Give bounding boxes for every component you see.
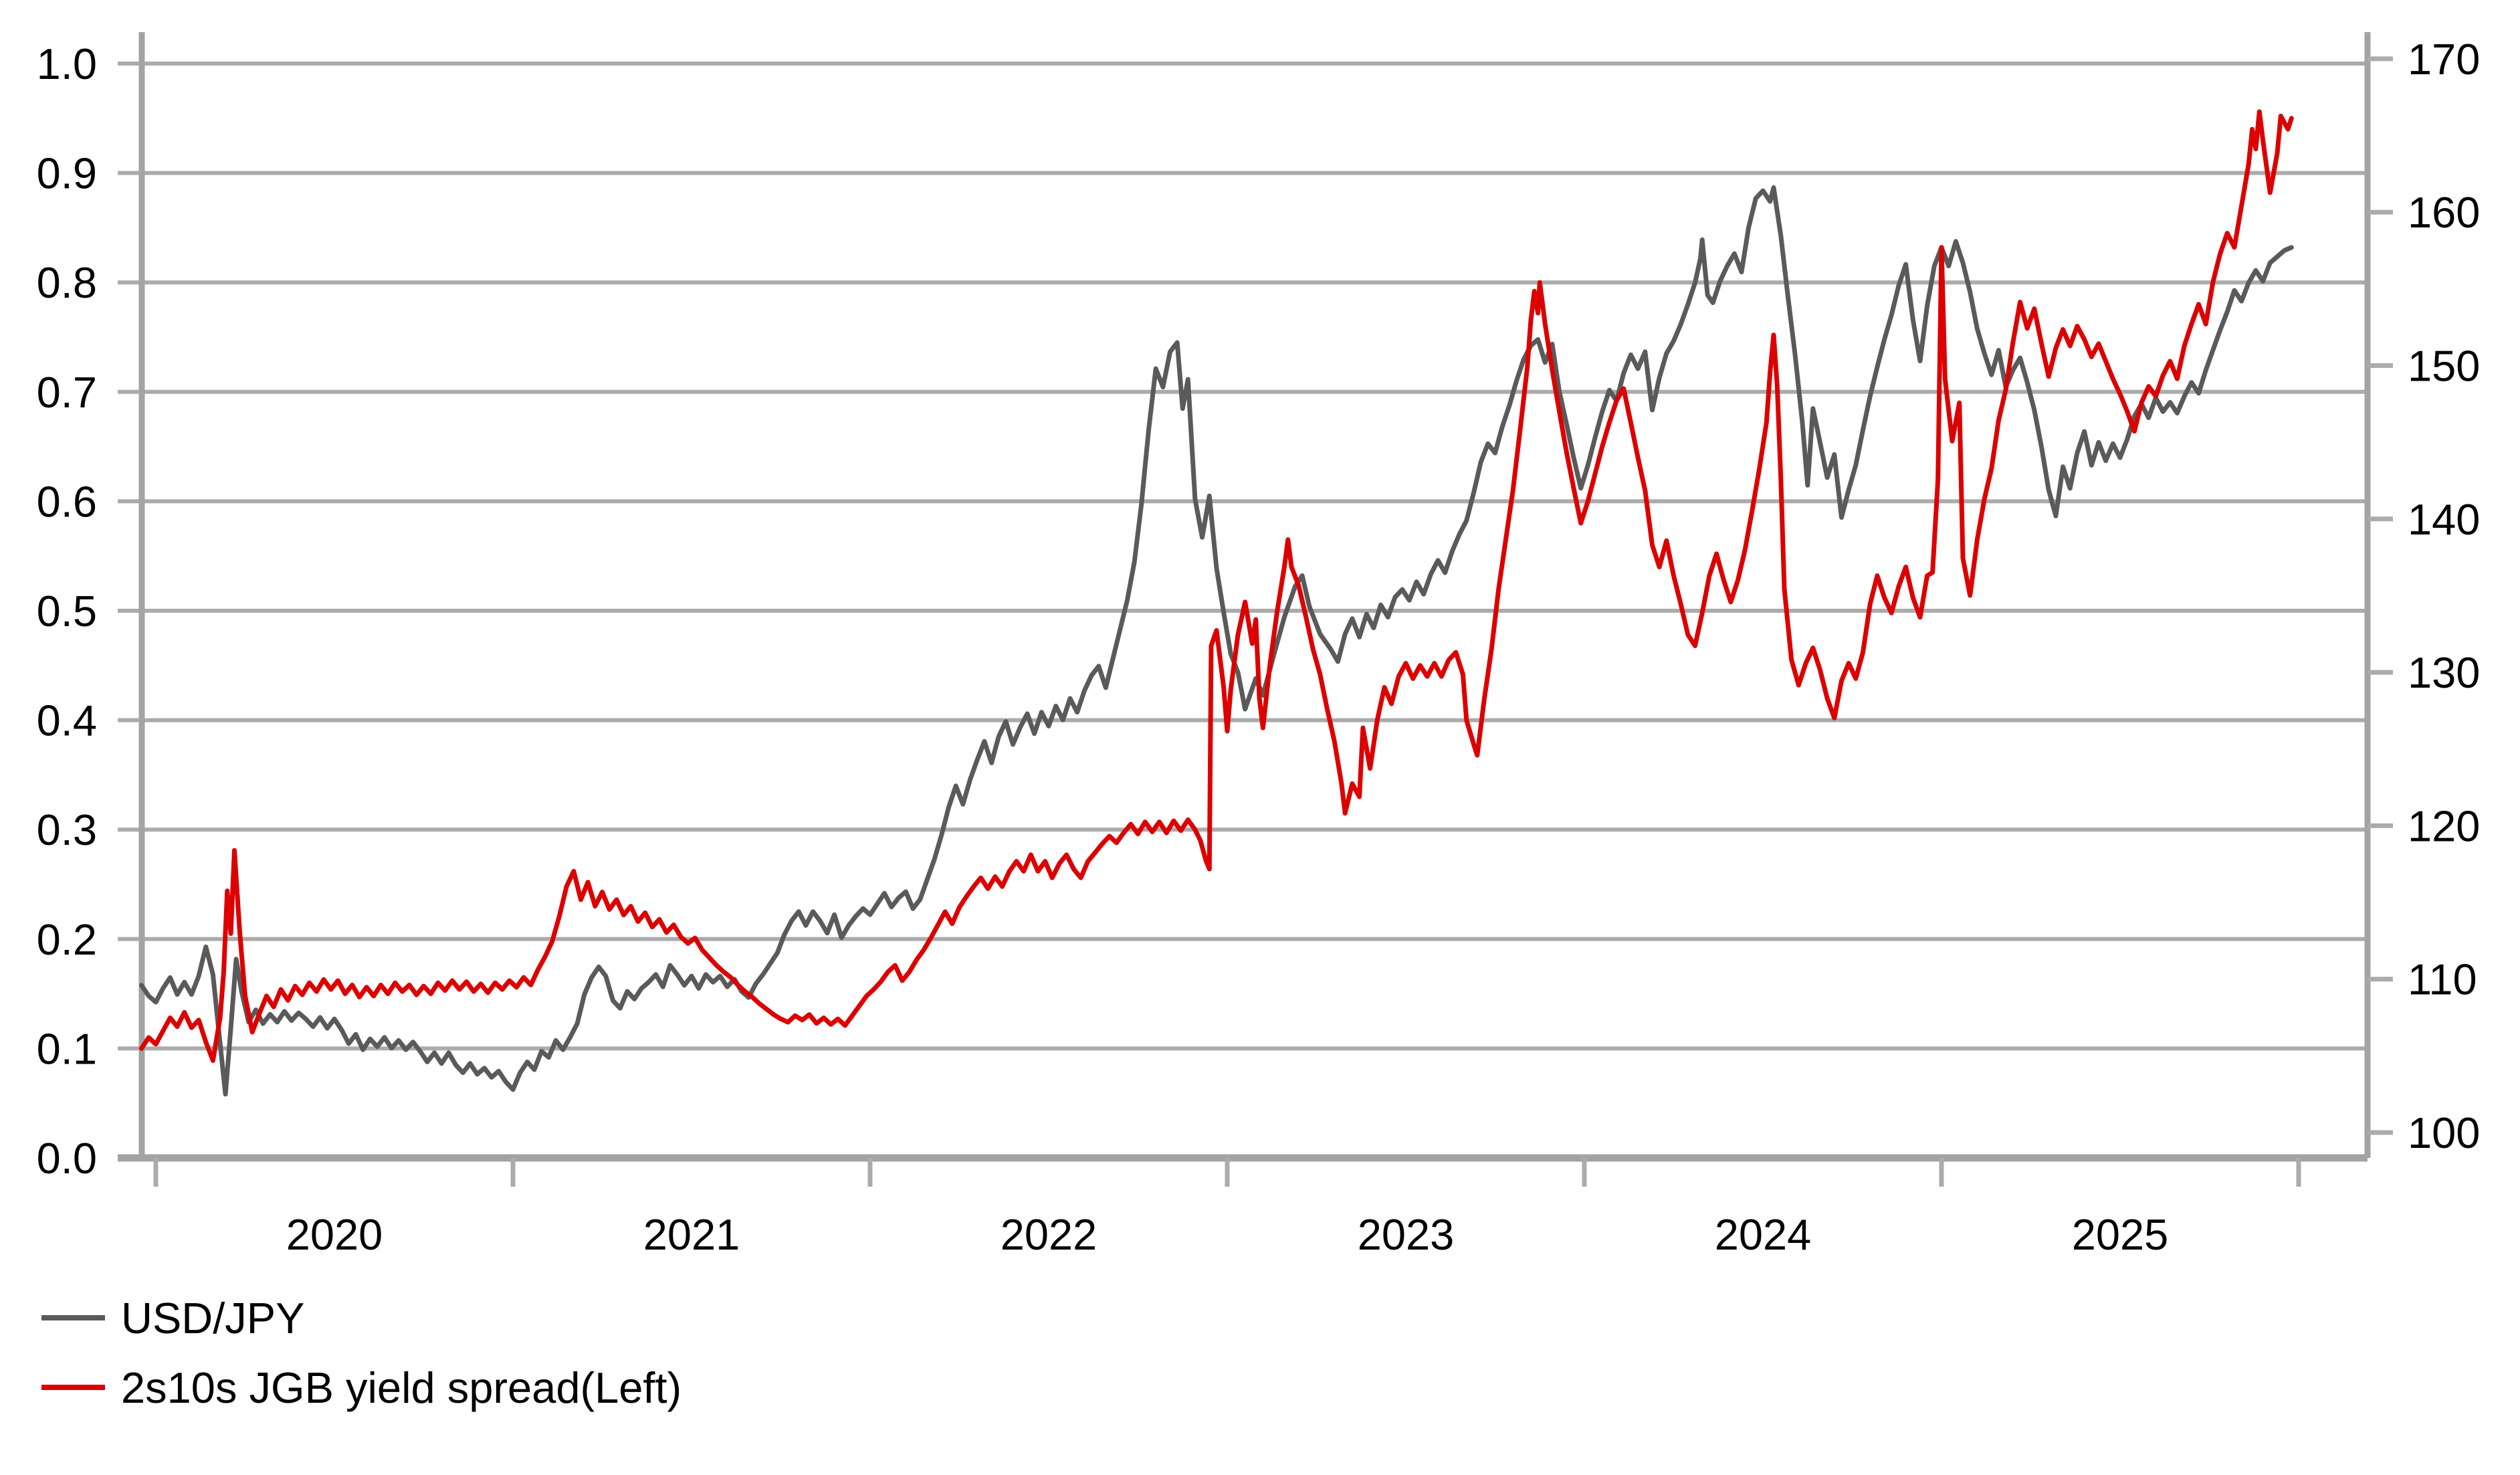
- y-left-tick-label: 0.1: [37, 1024, 97, 1073]
- legend-label-usdjpy: USD/JPY: [121, 1293, 305, 1343]
- y-left-tick-label: 0.9: [37, 149, 97, 198]
- y-left-tick-label: 0.6: [37, 477, 97, 526]
- y-left-tick-label: 0.2: [37, 915, 97, 964]
- y-left-tick-label: 0.8: [37, 258, 97, 307]
- x-tick-label: 2023: [1358, 1210, 1455, 1259]
- y-left-tick-label: 0.0: [37, 1134, 97, 1183]
- y-left-tick-label: 0.4: [37, 696, 97, 745]
- usdjpy-line-swatch-icon: [41, 1315, 105, 1320]
- y-left-tick-label: 1.0: [37, 39, 97, 88]
- x-tick-label: 2021: [643, 1210, 740, 1259]
- y-right-tick-label: 120: [2408, 801, 2480, 850]
- legend-item-usdjpy: USD/JPY: [41, 1283, 681, 1353]
- spread-line: [139, 109, 2294, 1063]
- gridlines: [118, 62, 2368, 1051]
- x-tick-label: 2025: [2072, 1210, 2169, 1259]
- data-series: [139, 109, 2294, 1097]
- usdjpy-line: [139, 185, 2294, 1097]
- legend-item-spread: 2s10s JGB yield spread(Left): [41, 1353, 681, 1422]
- y-right-tick-label: 100: [2408, 1108, 2480, 1157]
- x-tick-label: 2020: [286, 1210, 383, 1259]
- legend-label-spread: 2s10s JGB yield spread(Left): [121, 1363, 682, 1412]
- y-left-tick-label: 0.5: [37, 587, 97, 635]
- y-left-tick-label: 0.3: [37, 805, 97, 854]
- y-right-tick-label: 160: [2408, 188, 2480, 237]
- y-left-tick-label: 0.7: [37, 368, 97, 417]
- y-right-tick-label: 170: [2408, 35, 2480, 84]
- tick-marks: [153, 56, 2393, 1187]
- legend: USD/JPY 2s10s JGB yield spread(Left): [41, 1283, 681, 1422]
- x-tick-label: 2024: [1715, 1210, 1812, 1259]
- axis-labels: 100 110 120 130 140 150 160 170 0.0 0.1 0.2 0.3 0.4 0…: [37, 35, 2481, 1259]
- axes: [118, 32, 2371, 1162]
- y-right-tick-label: 110: [2408, 955, 2477, 1004]
- spread-line-swatch-icon: [41, 1385, 105, 1390]
- x-tick-label: 2022: [1001, 1210, 1097, 1259]
- y-right-tick-label: 130: [2408, 648, 2480, 697]
- y-right-tick-label: 150: [2408, 342, 2480, 391]
- y-right-tick-label: 140: [2408, 495, 2480, 544]
